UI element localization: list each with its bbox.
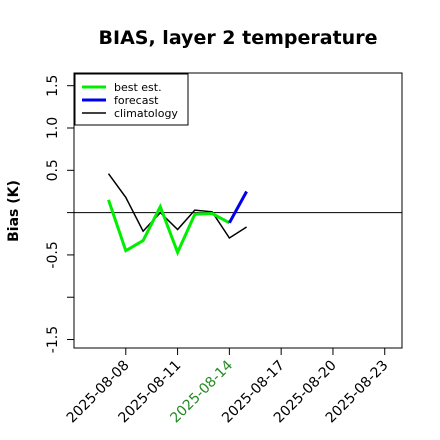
y-tick-label: 0.5 [45,159,61,181]
y-tick-label: 1.5 [45,75,61,97]
series-line-climatology [107,173,248,240]
series-line-forecast [228,190,248,224]
series-line-best-est [107,199,231,257]
y-tick-label: -1.5 [45,326,61,353]
chart-title: BIAS, layer 2 temperature [99,27,378,49]
y-axis: -1.5 -0.5 0.5 1.0 1.5 [45,75,74,353]
legend-label: best est. [114,81,162,94]
series-lines [107,173,248,257]
y-tick-label: -0.5 [45,241,61,268]
plot-frame [73,72,403,349]
y-tick-label: 1.0 [45,117,61,139]
legend-label: climatology [114,107,178,120]
x-axis: 2025-08-082025-08-112025-08-142025-08-17… [64,348,392,426]
y-axis-label: Bias (K) [6,180,22,242]
legend-label: forecast [114,94,159,107]
